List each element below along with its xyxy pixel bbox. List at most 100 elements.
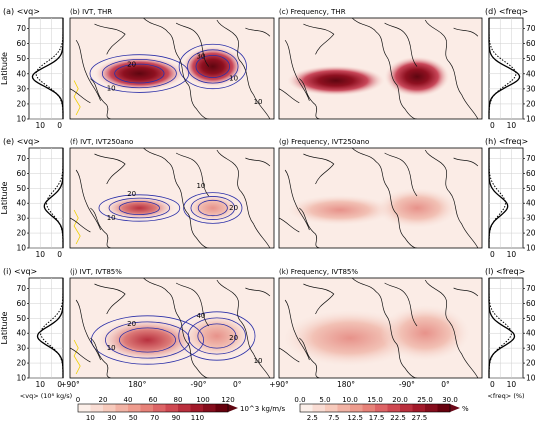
profile-tick-label: 0: [57, 121, 62, 130]
contour-label: 10: [107, 344, 116, 352]
lon-tick-label: 180°: [128, 380, 146, 389]
coastline-1: [143, 148, 209, 248]
coastline-2: [175, 22, 209, 67]
lat-tick-label-right: 70: [526, 154, 536, 163]
colorbar-bottom-tick: 22.5: [390, 414, 406, 422]
contour-label: 20: [127, 320, 136, 328]
left-profile-xlabel: <vq> (10⁸ kg/s): [20, 392, 72, 400]
colorbar-bottom-tick: 110: [191, 414, 204, 422]
field-blob-1: [380, 305, 470, 361]
lon-tick-label: 180°: [337, 380, 355, 389]
coastline-0: [75, 153, 126, 248]
coastline-3: [424, 19, 479, 119]
colorbar-top-tick: 5.0: [319, 396, 330, 404]
lat-tick-label-left: 60: [16, 299, 26, 308]
lat-tick-label-right: 30: [526, 84, 536, 93]
colorbar-segment: [103, 404, 116, 412]
latitude-axis-label: Latitude: [0, 181, 9, 214]
colorbar-top-tick: 0: [76, 396, 80, 404]
land-outline: [73, 80, 81, 116]
freq-profile-row-2: [488, 147, 524, 249]
colorbar-extend-arrow: [450, 404, 460, 412]
coastline-2: [175, 282, 209, 327]
field-blob-0: [102, 196, 177, 220]
coastline-3: [216, 149, 271, 248]
ivt-contour: [195, 54, 231, 78]
profile-tick-label: 10: [507, 250, 517, 259]
lon-tick-label: 0°: [233, 380, 242, 389]
colorbar-top-tick: 100: [196, 396, 209, 404]
ivt-contour: [119, 327, 176, 353]
vq-profile-row-1: [28, 17, 64, 120]
colorbar-bottom-tick: 12.5: [347, 414, 363, 422]
colorbar-bottom-tick: 7.5: [328, 414, 339, 422]
lat-tick-label-left: 50: [16, 54, 26, 63]
profile-tick-label: 0: [490, 380, 495, 389]
colorbar-bottom-tick: 50: [129, 414, 138, 422]
contour-label: 30: [196, 52, 205, 60]
coastline-4: [245, 287, 271, 297]
colorbar-bottom-tick: 90: [172, 414, 181, 422]
ivt-contour: [89, 54, 190, 93]
coastline-0: [284, 153, 335, 248]
field-blob-0: [94, 56, 185, 91]
coastline-0: [75, 23, 126, 119]
field-blob-0: [96, 318, 199, 362]
coastline-3: [216, 279, 271, 378]
colorbar-segment: [78, 404, 91, 412]
colorbar-top-tick: 30.0: [442, 396, 458, 404]
panel-label-left: (i) <vq>: [3, 267, 37, 276]
lon-tick-label: +90°: [269, 380, 289, 389]
coastline-4: [245, 27, 271, 37]
profile-dotted-line: [488, 148, 507, 248]
coastline-2: [384, 282, 418, 327]
profile-solid-line: [43, 148, 64, 248]
profile-tick-label: 0: [57, 250, 62, 259]
ivt-map-bg: [70, 148, 274, 248]
lat-tick-label-left: 30: [16, 214, 26, 223]
colorbar-segment: [140, 404, 154, 412]
lat-tick-label-right: 30: [526, 214, 536, 223]
ivt-contour: [187, 49, 239, 84]
freq-map-row-1: [279, 18, 479, 119]
colorbar-top-tick: 20.0: [392, 396, 408, 404]
contour-label: 20: [127, 190, 136, 198]
panel-label-ivt: (j) IVT, IVT85%: [70, 268, 122, 276]
colorbar-top-tick: 60: [149, 396, 158, 404]
panel-label-right: (d) <freq>: [485, 7, 528, 16]
panel-frames: [69, 17, 483, 379]
profile-tick-label: 0: [490, 250, 495, 259]
colorbar-bottom-tick: 2.5: [307, 414, 318, 422]
coastline-1: [143, 278, 209, 378]
freq-map-row-2: [279, 148, 479, 248]
coastline-5: [279, 88, 300, 104]
profile-tick-label: 10: [35, 121, 45, 130]
panel-label-left: (a) <vq>: [3, 7, 40, 16]
colorbar-top-tick: 20: [99, 396, 108, 404]
land-outline: [73, 339, 81, 375]
lat-tick-label-right: 20: [526, 359, 536, 368]
profile-dotted-line: [40, 278, 64, 378]
lat-tick-label-left: 70: [16, 24, 26, 33]
colorbar-bottom-tick: 27.5: [412, 414, 428, 422]
lat-tick-label-left: 20: [16, 229, 26, 238]
lat-tick-label-right: 50: [526, 314, 536, 323]
profile-frame: [28, 147, 64, 249]
colorbar-unit: %: [462, 405, 469, 413]
field-blob-1: [182, 46, 244, 87]
map-frame: [69, 17, 275, 120]
coastline-4: [453, 287, 479, 297]
coastline-1: [351, 278, 418, 378]
colorbar-segment: [90, 404, 104, 412]
lat-tick-label-left: 30: [16, 344, 26, 353]
freq-map-row-3: [279, 278, 479, 378]
contour-label: 20: [127, 60, 136, 68]
map-frame: [278, 147, 483, 249]
ivt-contour: [105, 321, 190, 359]
lat-tick-label-left: 70: [16, 154, 26, 163]
profile-tick-label: 0: [490, 121, 495, 130]
land-outline: [73, 209, 81, 245]
colorbar-segment: [300, 404, 313, 412]
lat-tick-label-right: 40: [526, 69, 536, 78]
lat-tick-label-right: 20: [526, 229, 536, 238]
